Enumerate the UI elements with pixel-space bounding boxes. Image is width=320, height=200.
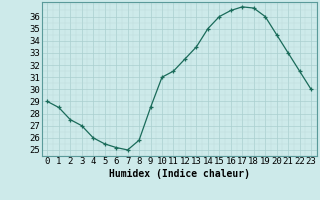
X-axis label: Humidex (Indice chaleur): Humidex (Indice chaleur) bbox=[109, 169, 250, 179]
